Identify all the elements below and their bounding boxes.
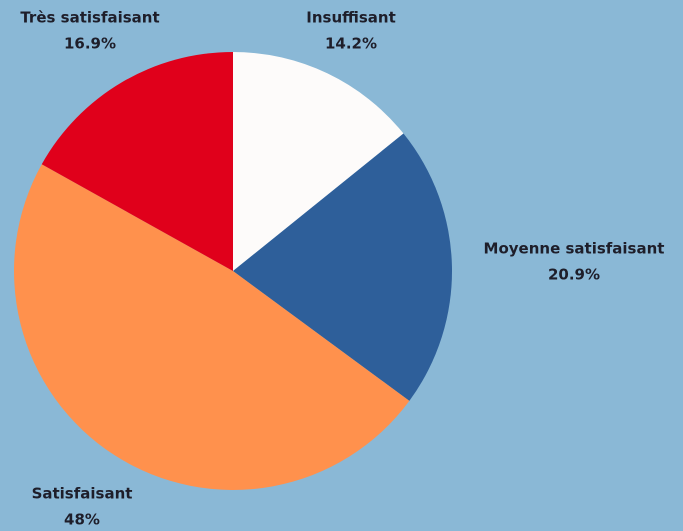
slice-label: Très satisfaisant: [20, 9, 159, 27]
pie-slice: [14, 164, 410, 490]
slice-value-label: 14.2%: [325, 35, 377, 53]
slice-label: Satisfaisant: [32, 485, 133, 503]
slice-value-label: 48%: [64, 511, 100, 529]
slice-label: Moyenne satisfaisant: [484, 240, 665, 258]
pie-slice: [233, 133, 452, 401]
pie-slice: [233, 52, 404, 271]
slice-value-label: 20.9%: [548, 266, 600, 284]
slice-label: Insuffisant: [306, 9, 396, 27]
slice-value-label: 16.9%: [64, 35, 116, 53]
pie-slice: [41, 52, 233, 271]
